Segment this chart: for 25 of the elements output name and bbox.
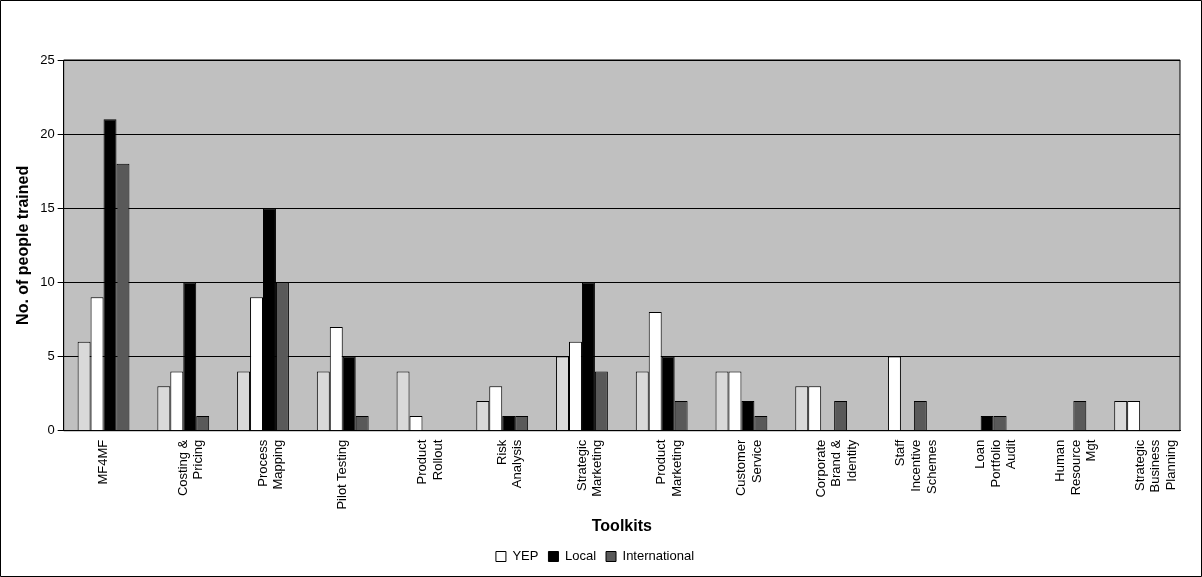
x-tick-label: Human Resource Mgt <box>1051 439 1099 496</box>
y-tick-label: 25 <box>40 51 55 67</box>
x-tick-label: Risk Analysis <box>493 439 525 489</box>
x-tick-label: Strategic Marketing <box>573 439 605 497</box>
x-tick-label: Corporate Brand & Identity <box>812 439 859 498</box>
x-tick-label: Loan Portfolio Audit <box>972 439 1019 488</box>
y-tick-label: 5 <box>47 348 55 364</box>
x-tick-label: Process Mapping <box>254 439 286 490</box>
y-tick-label: 0 <box>47 422 55 438</box>
y-axis-title: No. of people trained <box>14 165 32 325</box>
x-tick-label: Strategic Business Planning <box>1131 439 1178 493</box>
x-tick-label: Customer Service <box>733 439 764 497</box>
x-axis-title: Toolkits <box>591 516 652 534</box>
legend-label: International <box>622 548 695 564</box>
x-tick-label: Pilot Testing <box>334 439 350 510</box>
x-tick-label: MF4MF <box>95 439 111 485</box>
y-tick-label: 15 <box>40 199 55 215</box>
x-tick-label: Costing & Pricing <box>174 439 206 497</box>
y-tick-label: 20 <box>40 125 55 141</box>
legend-label: YEP <box>512 548 539 564</box>
y-tick-label: 10 <box>40 274 55 289</box>
legend-label: Local <box>564 548 597 564</box>
x-tick-label: Staff Incentive Schemes <box>892 439 939 494</box>
x-tick-label: Product Marketing <box>653 439 684 497</box>
x-tick-label: Product Rollout <box>414 439 445 485</box>
